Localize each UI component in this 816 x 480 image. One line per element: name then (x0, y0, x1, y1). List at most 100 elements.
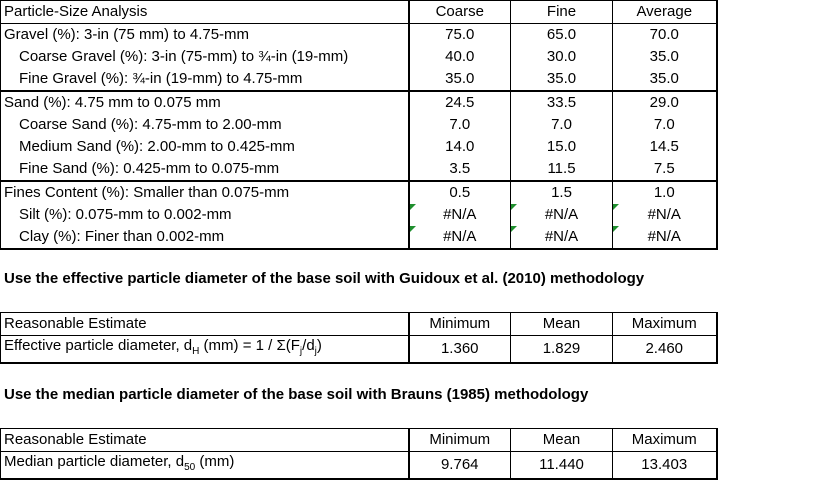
col-header-maximum[interactable]: Maximum (612, 428, 718, 452)
label-text: /d (302, 337, 315, 354)
col-header-maximum[interactable]: Maximum (612, 312, 718, 336)
row-label-fine-sand[interactable]: Fine Sand (%): 0.425-mm to 0.075-mm (0, 158, 410, 182)
cell[interactable]: 33.5 (510, 91, 613, 114)
col-header-coarse[interactable]: Coarse (408, 0, 511, 24)
table-row: Silt (%): 0.075-mm to 0.002-mm #N/A #N/A… (0, 204, 718, 226)
table-row: Coarse Gravel (%): 3-in (75-mm) to ¾-in … (0, 46, 718, 68)
row-label-effective-diameter[interactable]: Effective particle diameter, dH (mm) = 1… (0, 335, 410, 364)
cell-error[interactable]: #N/A (408, 204, 511, 226)
error-indicator-icon (409, 226, 416, 232)
label-text: Effective particle diameter, d (4, 337, 193, 354)
label-text: Median particle diameter, d (4, 453, 185, 470)
cell[interactable]: 30.0 (510, 46, 613, 68)
cell-error[interactable]: #N/A (408, 226, 511, 250)
row-label-fines-content[interactable]: Fines Content (%): Smaller than 0.075-mm (0, 181, 410, 204)
row-label-median-diameter[interactable]: Median particle diameter, d50 (mm) (0, 451, 410, 480)
cell-error[interactable]: #N/A (612, 226, 718, 250)
table-row: Fine Sand (%): 0.425-mm to 0.075-mm 3.5 … (0, 158, 718, 182)
row-label-coarse-gravel[interactable]: Coarse Gravel (%): 3-in (75-mm) to ¾-in … (0, 46, 410, 68)
cell-maximum[interactable]: 13.403 (612, 451, 718, 480)
row-label-silt[interactable]: Silt (%): 0.075-mm to 0.002-mm (0, 204, 410, 226)
table-header-row: Reasonable Estimate Minimum Mean Maximum (0, 428, 718, 452)
label-subscript: 50 (184, 462, 196, 473)
label-text: (mm) (195, 453, 235, 470)
effective-diameter-table: Reasonable Estimate Minimum Mean Maximum… (0, 312, 718, 364)
cell-value: #N/A (544, 206, 579, 223)
table-row: Fine Gravel (%): ¾-in (19-mm) to 4.75-mm… (0, 68, 718, 92)
label-text: (mm) = 1 / Σ(F (199, 337, 300, 354)
error-indicator-icon (511, 204, 517, 210)
col-header-average[interactable]: Average (612, 0, 718, 24)
cell[interactable]: 3.5 (408, 158, 511, 182)
col-header-minimum[interactable]: Minimum (408, 428, 511, 452)
header-reasonable-estimate[interactable]: Reasonable Estimate (0, 312, 410, 336)
table-row: Coarse Sand (%): 4.75-mm to 2.00-mm 7.0 … (0, 114, 718, 136)
table-header-row: Particle-Size Analysis Coarse Fine Avera… (0, 0, 718, 24)
cell[interactable]: 70.0 (612, 23, 718, 46)
cell[interactable]: 1.5 (510, 181, 613, 204)
error-indicator-icon (409, 204, 416, 210)
section1-heading: Use the effective particle diameter of t… (4, 270, 645, 287)
cell-value: #N/A (544, 228, 579, 245)
cell[interactable]: 35.0 (612, 68, 718, 92)
row-label-clay[interactable]: Clay (%): Finer than 0.002-mm (0, 226, 410, 250)
section2-heading: Use the median particle diameter of the … (4, 386, 589, 403)
cell[interactable]: 24.5 (408, 91, 511, 114)
cell-error[interactable]: #N/A (612, 204, 718, 226)
label-subscript: j (314, 346, 317, 357)
cell-value: #N/A (443, 206, 477, 223)
cell[interactable]: 14.0 (408, 136, 511, 158)
cell[interactable]: 75.0 (408, 23, 511, 46)
col-header-mean[interactable]: Mean (510, 312, 613, 336)
cell-error[interactable]: #N/A (510, 204, 613, 226)
label-subscript: j (299, 346, 303, 357)
cell-error[interactable]: #N/A (510, 226, 613, 250)
row-label-coarse-sand[interactable]: Coarse Sand (%): 4.75-mm to 2.00-mm (0, 114, 410, 136)
table-row: Medium Sand (%): 2.00-mm to 0.425-mm 14.… (0, 136, 718, 158)
cell-mean[interactable]: 1.829 (510, 335, 613, 364)
psa-title[interactable]: Particle-Size Analysis (0, 0, 410, 24)
cell[interactable]: 7.0 (408, 114, 511, 136)
col-header-minimum[interactable]: Minimum (408, 312, 511, 336)
cell-minimum[interactable]: 1.360 (408, 335, 511, 364)
cell[interactable]: 15.0 (510, 136, 613, 158)
table-row: Effective particle diameter, dH (mm) = 1… (0, 335, 718, 364)
particle-size-table: Particle-Size Analysis Coarse Fine Avera… (0, 0, 718, 250)
label-subscript: H (192, 346, 200, 357)
cell[interactable]: 35.0 (408, 68, 511, 92)
row-label-gravel[interactable]: Gravel (%): 3-in (75 mm) to 4.75-mm (0, 23, 410, 46)
table-row: Sand (%): 4.75 mm to 0.075 mm 24.5 33.5 … (0, 91, 718, 114)
cell[interactable]: 40.0 (408, 46, 511, 68)
error-indicator-icon (613, 226, 619, 232)
cell[interactable]: 0.5 (408, 181, 511, 204)
col-header-fine[interactable]: Fine (510, 0, 613, 24)
cell-value: #N/A (443, 228, 477, 245)
median-diameter-table: Reasonable Estimate Minimum Mean Maximum… (0, 428, 718, 480)
cell[interactable]: 11.5 (510, 158, 613, 182)
cell[interactable]: 65.0 (510, 23, 613, 46)
cell[interactable]: 7.0 (612, 114, 718, 136)
cell[interactable]: 1.0 (612, 181, 718, 204)
cell[interactable]: 35.0 (612, 46, 718, 68)
row-label-sand[interactable]: Sand (%): 4.75 mm to 0.075 mm (0, 91, 410, 114)
table-row: Fines Content (%): Smaller than 0.075-mm… (0, 181, 718, 204)
cell[interactable]: 7.0 (510, 114, 613, 136)
table-row: Clay (%): Finer than 0.002-mm #N/A #N/A … (0, 226, 718, 250)
cell[interactable]: 35.0 (510, 68, 613, 92)
cell-maximum[interactable]: 2.460 (612, 335, 718, 364)
col-header-mean[interactable]: Mean (510, 428, 613, 452)
table-row: Gravel (%): 3-in (75 mm) to 4.75-mm 75.0… (0, 23, 718, 46)
cell[interactable]: 7.5 (612, 158, 718, 182)
cell-mean[interactable]: 11.440 (510, 451, 613, 480)
cell[interactable]: 14.5 (612, 136, 718, 158)
error-indicator-icon (613, 204, 619, 210)
row-label-fine-gravel[interactable]: Fine Gravel (%): ¾-in (19-mm) to 4.75-mm (0, 68, 410, 92)
row-label-medium-sand[interactable]: Medium Sand (%): 2.00-mm to 0.425-mm (0, 136, 410, 158)
cell[interactable]: 29.0 (612, 91, 718, 114)
cell-minimum[interactable]: 9.764 (408, 451, 511, 480)
error-indicator-icon (511, 226, 517, 232)
label-text: ) (316, 337, 322, 354)
table-header-row: Reasonable Estimate Minimum Mean Maximum (0, 312, 718, 336)
header-reasonable-estimate[interactable]: Reasonable Estimate (0, 428, 410, 452)
table-row: Median particle diameter, d50 (mm) 9.764… (0, 451, 718, 480)
